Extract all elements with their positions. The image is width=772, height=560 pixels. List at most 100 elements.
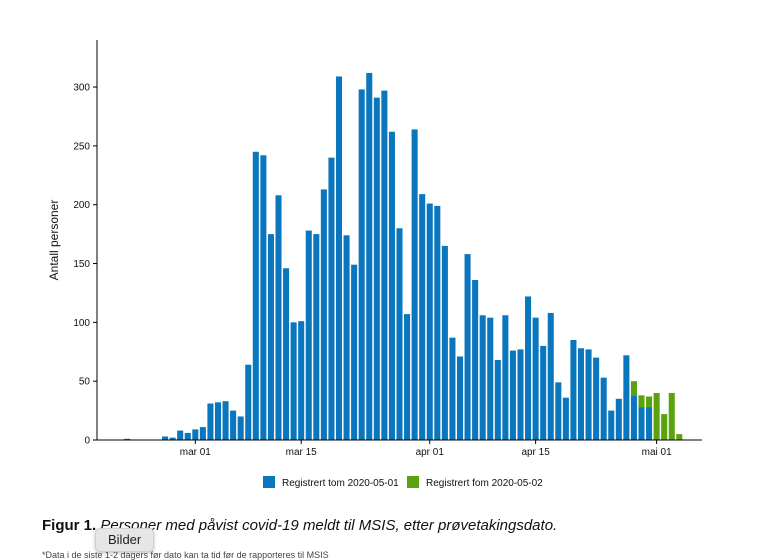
y-tick-label-300: 300	[73, 83, 90, 94]
y-tick-label-150: 150	[73, 259, 90, 270]
bar-series1-2020-04-10	[494, 360, 501, 440]
plot-area	[124, 72, 683, 441]
bar-series1-2020-04-02	[434, 205, 441, 440]
bar-series1-2020-03-10	[260, 155, 267, 440]
bar-series1-2020-03-02	[199, 427, 206, 440]
bar-series1-2020-04-29	[638, 407, 645, 440]
bar-series1-2020-04-07	[472, 280, 479, 440]
bar-series1-2020-02-28	[177, 430, 184, 440]
x-tick-label-2020-04-15: apr 15	[521, 447, 550, 458]
bar-series1-2020-04-30	[646, 407, 653, 440]
bar-series1-2020-03-25	[373, 97, 380, 440]
bar-series1-2020-02-29	[184, 432, 191, 440]
bar-series1-2020-03-24	[366, 72, 373, 441]
bar-series1-2020-03-16	[305, 230, 312, 440]
bar-series1-2020-04-24	[600, 377, 607, 440]
bar-series1-2020-04-01	[426, 203, 433, 440]
bar-series1-2020-03-05	[222, 401, 229, 440]
bar-series1-2020-04-08	[479, 315, 486, 440]
figure-caption: Figur 1. Personer med påvist covid-19 me…	[42, 517, 557, 534]
bar-series1-2020-03-28	[396, 228, 403, 440]
bar-series1-2020-03-03	[207, 403, 214, 440]
caption-prefix: Figur 1.	[42, 517, 97, 534]
y-axis: 0 50 100 150 200 250 300	[73, 40, 98, 447]
legend-label-series1: Registrert tom 2020-05-01	[282, 478, 399, 489]
bar-series1-2020-03-07	[237, 416, 244, 440]
bar-series1-2020-04-23	[593, 357, 600, 440]
caption-text: Personer med påvist covid-19 meldt til M…	[100, 517, 558, 534]
x-tick-label-2020-03-01: mar 01	[180, 447, 212, 458]
footnote: *Data i de siste 1-2 dagers før dato kan…	[42, 550, 329, 560]
bilder-tooltip: Bilder	[95, 528, 155, 552]
bar-series2-2020-04-30	[646, 396, 653, 408]
bar-series1-2020-02-26	[162, 436, 169, 440]
bar-series1-2020-04-25	[608, 410, 615, 440]
x-axis: mar 01 mar 15 apr 01 apr 15 mai 01	[97, 439, 702, 458]
bar-series1-2020-03-12	[275, 195, 282, 440]
bar-series1-2020-03-27	[388, 131, 395, 440]
bar-series2-2020-05-02	[661, 414, 668, 440]
bar-series1-2020-03-30	[411, 129, 418, 441]
y-tick-label-100: 100	[73, 318, 90, 329]
bar-series1-2020-04-27	[623, 355, 630, 440]
bar-series1-2020-04-14	[525, 296, 532, 440]
bar-series1-2020-03-23	[358, 89, 365, 440]
bar-series1-2020-03-15	[298, 321, 305, 440]
bar-series1-2020-03-31	[419, 194, 426, 440]
x-tick-label-2020-03-15: mar 15	[286, 447, 318, 458]
bar-series1-2020-04-18	[555, 382, 562, 440]
x-tick-label-2020-05-01: mai 01	[642, 447, 672, 458]
bar-series1-2020-04-15	[532, 317, 539, 440]
y-tick-label-200: 200	[73, 200, 90, 211]
bar-series1-2020-03-04	[214, 402, 222, 440]
bar-series1-2020-03-06	[230, 410, 237, 440]
bar-series1-2020-04-16	[540, 345, 547, 440]
y-tick-label-0: 0	[84, 436, 90, 447]
y-axis-label: Antall personer	[47, 200, 61, 281]
bar-series1-2020-03-11	[267, 234, 274, 440]
bar-series1-2020-04-22	[585, 349, 592, 440]
bar-series1-2020-04-03	[441, 245, 448, 440]
bar-series1-2020-04-11	[502, 315, 509, 440]
bar-series1-2020-03-17	[313, 234, 320, 440]
bar-series1-2020-03-08	[245, 364, 252, 440]
bar-series1-2020-03-22	[351, 264, 358, 440]
bar-series1-2020-03-01	[192, 429, 199, 440]
bar-series2-2020-04-28	[630, 381, 637, 396]
y-tick-label-50: 50	[79, 377, 91, 388]
bar-series1-2020-03-19	[328, 157, 335, 440]
bar-series1-2020-04-13	[517, 349, 524, 440]
bar-series1-2020-04-04	[449, 337, 456, 440]
bar-series2-2020-05-04	[676, 434, 683, 440]
bar-series1-2020-04-19	[562, 397, 569, 440]
bar-series1-2020-03-21	[343, 235, 350, 440]
bar-series1-2020-04-05	[456, 356, 464, 440]
bar-series1-2020-04-20	[570, 340, 577, 440]
y-tick-label-250: 250	[73, 141, 90, 152]
legend-swatch-series2	[407, 476, 419, 488]
x-tick-label-2020-04-01: apr 01	[416, 447, 445, 458]
bar-series1-2020-03-09	[252, 151, 259, 440]
bar-series1-2020-03-26	[381, 90, 388, 441]
bar-series1-2020-02-21	[124, 438, 131, 440]
bar-series2-2020-05-03	[668, 392, 675, 440]
bar-series2-2020-05-01	[653, 392, 660, 440]
bar-series1-2020-04-09	[487, 317, 494, 440]
legend-swatch-series1	[263, 476, 275, 488]
bar-series1-2020-04-17	[547, 312, 554, 440]
bar-series1-2020-04-06	[464, 254, 471, 440]
bar-series1-2020-03-20	[335, 76, 343, 441]
legend: Registrert tom 2020-05-01 Registrert fom …	[263, 476, 543, 489]
bar-series1-2020-04-12	[509, 350, 516, 440]
bar-series1-2020-04-26	[615, 398, 622, 440]
bar-series1-2020-03-13	[283, 268, 290, 440]
bar-series1-2020-04-21	[577, 348, 585, 440]
legend-label-series2: Registrert fom 2020-05-02	[426, 478, 543, 489]
bar-series1-2020-02-27	[169, 437, 176, 440]
covid-cases-bar-chart: 0 50 100 150 200 250 300 mar 01 mar 15 apr 01 apr…	[47, 40, 702, 489]
bar-series1-2020-04-28	[630, 395, 637, 440]
bar-series1-2020-03-14	[290, 322, 297, 440]
bar-series2-2020-04-29	[638, 395, 645, 408]
bar-series1-2020-03-18	[320, 189, 327, 440]
bar-series1-2020-03-29	[404, 314, 411, 440]
